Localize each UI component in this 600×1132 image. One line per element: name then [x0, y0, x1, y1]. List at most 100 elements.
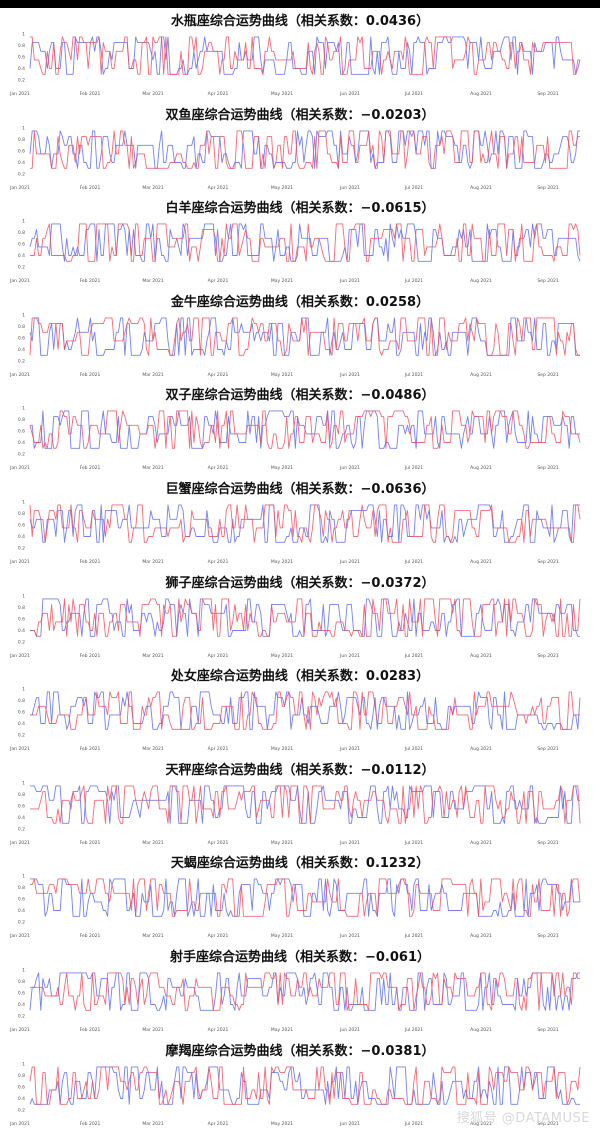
x-tick-label: Mar 2021: [142, 746, 164, 752]
series-line-red: [30, 691, 580, 730]
chart-panel: 双鱼座综合运势曲线（相关系数：−0.0203） 0.2 0.4 0.6 0.8 1 Jan …: [0, 102, 600, 196]
x-tick-label: Jan 2021: [9, 559, 30, 565]
chart-title: 射手座综合运势曲线（相关系数：−0.061）: [169, 949, 430, 965]
x-tick-label: Apr 2021: [208, 1027, 229, 1033]
y-tick-label: 0.8: [18, 1073, 25, 1079]
y-tick-label: 0.6: [18, 55, 25, 61]
x-tick-label: Apr 2021: [208, 840, 229, 846]
x-tick-label: Jul 2021: [404, 933, 423, 939]
x-tick-label: Jul 2021: [404, 185, 423, 191]
y-tick-label: 0.6: [18, 242, 25, 248]
y-tick-label: 0.6: [18, 990, 25, 996]
x-tick-label: Sep 2021: [537, 372, 559, 378]
x-tick-label: Feb 2021: [80, 278, 101, 284]
chart-panel: 白羊座综合运势曲线（相关系数：−0.0615） 0.2 0.4 0.6 0.8 1 Jan …: [0, 195, 600, 289]
x-tick-label: Jul 2021: [404, 559, 423, 565]
line-chart: 0.2 0.4 0.6 0.8 1 Jan 2021 Feb 2021 Mar 2021 Apr…: [9, 1061, 581, 1127]
x-tick-label: Jun 2021: [339, 840, 360, 846]
y-tick-label: 0.2: [18, 78, 25, 84]
y-tick-label: 0.6: [18, 429, 25, 435]
x-tick-label: Apr 2021: [208, 746, 229, 752]
y-tick-label: 0.2: [18, 452, 25, 458]
y-tick-label: 0.8: [18, 698, 25, 704]
chart-panel: 天秤座综合运势曲线（相关系数：−0.0112） 0.2 0.4 0.6 0.8 1 Jan …: [0, 757, 600, 851]
x-tick-label: Mar 2021: [142, 91, 164, 97]
y-tick-label: 0.2: [18, 171, 25, 177]
x-tick-label: Feb 2021: [80, 840, 101, 846]
x-tick-label: Aug 2021: [470, 746, 492, 752]
y-tick-label: 0.6: [18, 522, 25, 528]
series-line-blue: [29, 223, 581, 262]
series-line-red: [30, 878, 581, 918]
line-chart: 0.2 0.4 0.6 0.8 1 Jan 2021 Feb 2021 Mar 2021 Apr…: [9, 219, 581, 284]
x-tick-label: Jul 2021: [404, 653, 423, 659]
x-tick-label: Jan 2021: [9, 653, 30, 659]
chart-panel: 天蝎座综合运势曲线（相关系数：0.1232） 0.2 0.4 0.6 0.8 1 Jan 2…: [0, 850, 600, 944]
line-chart: 0.2 0.4 0.6 0.8 1 Jan 2021 Feb 2021 Mar 2021 Apr…: [9, 780, 581, 846]
charts-container: 水瓶座综合运势曲线（相关系数：0.0436） 0.2 0.4 0.6 0.8 1 Jan 2…: [0, 8, 600, 1131]
line-chart: 0.2 0.4 0.6 0.8 1 Jan 2021 Feb 2021 Mar 2021 Apr…: [9, 874, 581, 939]
x-tick-label: Jul 2021: [404, 91, 423, 97]
y-tick-label: 0.8: [18, 792, 25, 798]
y-tick-label: 0.4: [18, 66, 25, 72]
y-tick-label: 0.6: [18, 335, 25, 341]
y-tick-label: 1: [22, 219, 25, 225]
chart-panel: 水瓶座综合运势曲线（相关系数：0.0436） 0.2 0.4 0.6 0.8 1 Jan 2…: [0, 8, 600, 102]
x-tick-label: Apr 2021: [208, 372, 229, 378]
y-tick-label: 0.4: [18, 160, 25, 166]
x-tick-label: Sep 2021: [537, 559, 559, 565]
x-tick-label: Aug 2021: [470, 185, 492, 191]
x-tick-label: May 2021: [271, 1027, 293, 1033]
x-tick-label: Aug 2021: [470, 465, 492, 471]
x-tick-label: Jan 2021: [9, 1121, 30, 1127]
x-tick-label: May 2021: [271, 746, 293, 752]
x-tick-label: Feb 2021: [80, 185, 101, 191]
x-tick-label: Jul 2021: [404, 746, 423, 752]
y-tick-label: 0.4: [18, 628, 25, 634]
x-tick-label: Apr 2021: [208, 278, 229, 284]
x-tick-label: Jul 2021: [404, 372, 423, 378]
x-tick-label: Jan 2021: [9, 372, 30, 378]
y-tick-label: 0.4: [18, 440, 25, 446]
x-tick-label: Sep 2021: [537, 1027, 559, 1033]
x-tick-label: Jan 2021: [9, 746, 30, 752]
y-tick-label: 1: [22, 312, 25, 318]
y-tick-label: 0.8: [18, 885, 25, 891]
chart-title: 处女座综合运势曲线（相关系数：0.0283）: [170, 669, 430, 685]
x-tick-label: Apr 2021: [208, 185, 229, 191]
y-tick-label: 0.8: [18, 324, 25, 330]
chart-panel: 射手座综合运势曲线（相关系数：−0.061） 0.2 0.4 0.6 0.8 1 Jan 2…: [0, 944, 600, 1038]
y-tick-label: 0.4: [18, 534, 25, 540]
x-tick-label: Jun 2021: [339, 372, 360, 378]
x-tick-label: Sep 2021: [537, 185, 559, 191]
x-tick-label: Jan 2021: [9, 185, 30, 191]
x-tick-label: Jun 2021: [339, 746, 360, 752]
chart-title: 摩羯座综合运势曲线（相关系数：−0.0381）: [165, 1043, 435, 1059]
x-tick-label: Feb 2021: [80, 746, 101, 752]
y-tick-label: 0.4: [18, 721, 25, 727]
x-tick-label: May 2021: [271, 1121, 293, 1127]
y-tick-label: 0.6: [18, 710, 25, 716]
x-tick-label: Mar 2021: [142, 933, 164, 939]
y-tick-label: 0.4: [18, 347, 25, 353]
series-line-red: [29, 504, 581, 543]
x-tick-label: Mar 2021: [142, 465, 164, 471]
chart-title: 天蝎座综合运势曲线（相关系数：0.1232）: [170, 856, 430, 872]
series-line-blue: [30, 691, 581, 730]
y-tick-label: 0.8: [18, 230, 25, 236]
x-tick-label: Jun 2021: [339, 465, 360, 471]
x-tick-label: Sep 2021: [537, 840, 559, 846]
y-tick-label: 1: [22, 499, 25, 505]
y-tick-label: 0.4: [18, 815, 25, 821]
series-line-red: [29, 1065, 581, 1105]
x-tick-label: Apr 2021: [208, 559, 229, 565]
y-tick-label: 0.8: [18, 979, 25, 985]
x-tick-label: May 2021: [271, 372, 293, 378]
series-line-red: [30, 972, 580, 1011]
y-tick-label: 1: [22, 593, 25, 599]
x-tick-label: Sep 2021: [537, 465, 559, 471]
series-line-blue: [30, 598, 580, 637]
x-tick-label: Jan 2021: [9, 91, 30, 97]
y-tick-label: 0.6: [18, 897, 25, 903]
chart-title: 白羊座综合运势曲线（相关系数：−0.0615）: [165, 201, 435, 217]
